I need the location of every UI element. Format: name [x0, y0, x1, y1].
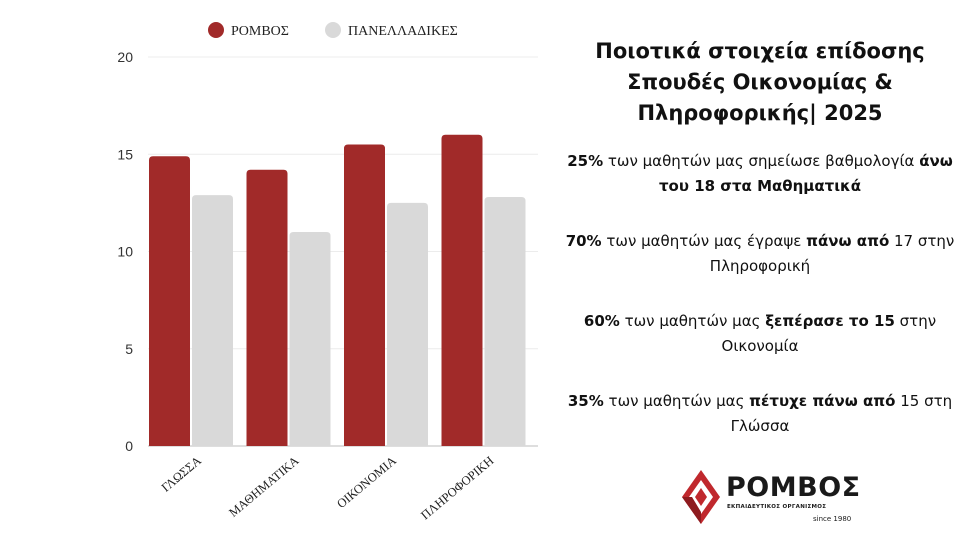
stat-percent: 25% [567, 152, 604, 170]
y-tick-label: 10 [117, 244, 133, 260]
bar [149, 156, 190, 446]
x-tick-label: ΟΙΚΟΝΟΜΙΑ [334, 454, 399, 511]
stat-highlight: πάνω από [806, 232, 890, 250]
stat-text: των μαθητών μας [619, 312, 766, 330]
stat-text: 15 στη Γλώσσα [730, 392, 953, 435]
bar [192, 195, 233, 446]
stat-text: των μαθητών μας [603, 392, 750, 410]
stat-text: των μαθητών μας σημείωσε βαθμολογία [603, 152, 920, 170]
x-tick-label: ΓΛΩΣΣΑ [159, 454, 204, 495]
stat-highlight: πέτυχε πάνω από [749, 392, 896, 410]
legend-label: ΡΟΜΒΟΣ [231, 24, 289, 39]
stat-percent: 35% [567, 392, 604, 410]
stat-item: 60% των μαθητών μας ξεπέρασε το 15 στην … [555, 309, 965, 359]
legend-swatch [208, 22, 224, 38]
stat-text: στην Οικονομία [721, 312, 937, 355]
stat-highlight: άνω του 18 στα Μαθηματικά [658, 152, 953, 195]
bar-chart: 0 5 10 15 20 ΓΛΩΣΣΑ ΜΑΘΗΜΑΤΙΚΑ ΟΙΚΟΝΟΜΙΑ ΠΛΗΡΟΦ… [117, 22, 538, 523]
logo-subtitle: ΕΚΠΑΙΔΕΥΤΙΚΟΣ ΟΡΓΑΝΙΣΜΟΣ [727, 504, 827, 510]
y-tick-label: 15 [117, 146, 133, 162]
stat-item: 35% των μαθητών μας πέτυχε πάνω από 15 σ… [555, 389, 965, 439]
bar [387, 202, 428, 446]
y-tick-label: 5 [125, 341, 133, 357]
stat-text: 17 στην Πληροφορική [709, 232, 955, 275]
bar [484, 197, 526, 446]
title-line: Πληροφορικής| 2025 [637, 101, 883, 125]
brand-logo: ΡΟΜΒΟΣ ΕΚΠΑΙΔΕΥΤΙΚΟΣ ΟΡΓΑΝΙΣΜΟΣ since 19… [680, 468, 860, 528]
bar [441, 134, 483, 447]
legend-label: ΠΑΝΕΛΛΑΔΙΚΕΣ [348, 24, 458, 39]
y-tick-label: 20 [117, 49, 133, 65]
panel-title: Ποιοτικά στοιχεία επίδοσης Σπουδές Οικον… [555, 36, 965, 129]
diamond-logo-icon [682, 470, 720, 524]
stat-item: 70% των μαθητών μας έγραψε πάνω από 17 σ… [555, 229, 965, 279]
logo-wordmark: ΡΟΜΒΟΣ [726, 472, 861, 503]
title-line: Ποιοτικά στοιχεία επίδοσης [595, 39, 925, 63]
bar [246, 169, 288, 446]
y-tick-label: 0 [125, 438, 133, 454]
stats-panel: Ποιοτικά στοιχεία επίδοσης Σπουδές Οικον… [555, 36, 965, 469]
bar [289, 232, 331, 446]
stat-item: 25% των μαθητών μας σημείωσε βαθμολογία … [555, 149, 965, 199]
x-tick-label: ΜΑΘΗΜΑΤΙΚΑ [226, 454, 301, 520]
x-tick-label: ΠΛΗΡΟΦΟΡΙΚΗ [418, 454, 496, 523]
chart-legend: ΡΟΜΒΟΣ ΠΑΝΕΛΛΑΔΙΚΕΣ [208, 22, 458, 39]
bar [344, 144, 385, 446]
title-line: Σπουδές Οικονομίας & [627, 70, 893, 94]
stat-percent: 60% [583, 312, 620, 330]
stat-highlight: ξεπέρασε το 15 [765, 312, 895, 330]
stat-text: των μαθητών μας έγραψε [601, 232, 807, 250]
stat-percent: 70% [565, 232, 602, 250]
logo-since: since 1980 [813, 515, 852, 523]
legend-swatch [325, 22, 341, 38]
